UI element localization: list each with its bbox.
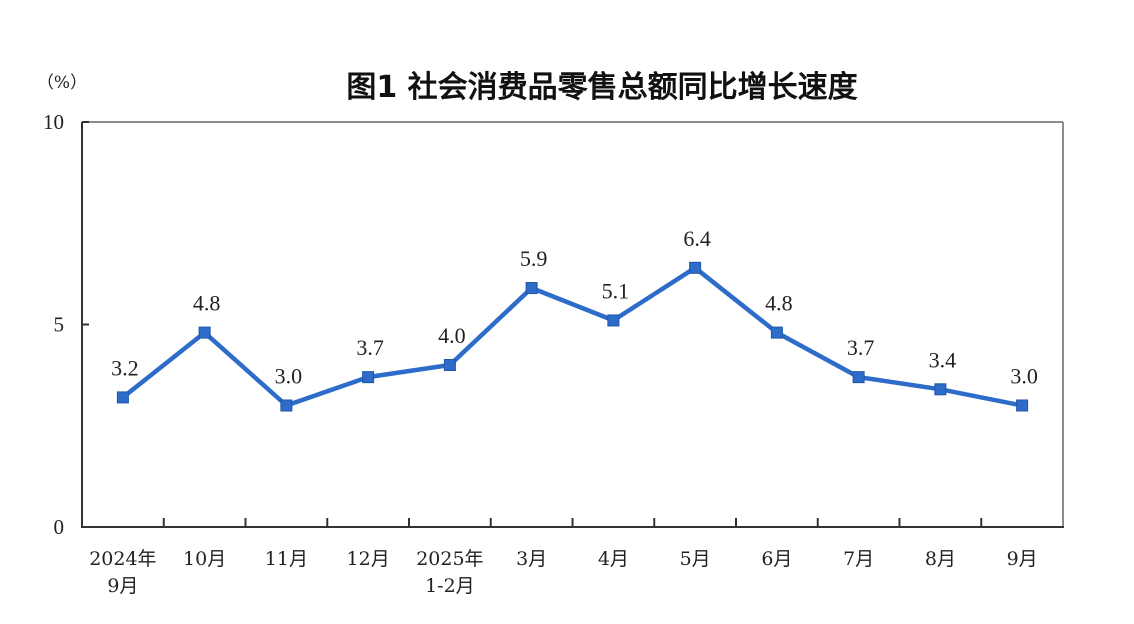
- x-tick-label: 8月: [925, 548, 956, 570]
- data-label: 6.4: [683, 226, 711, 251]
- data-labels: 3.2 4.8 3.0 3.7 4.0 5.9 5.1 6.4 4.8 3.7 3.4 3.0: [111, 226, 1038, 389]
- data-point-marker: [607, 314, 620, 327]
- data-point-marker: [280, 399, 293, 412]
- x-tick-label: 1-2月: [425, 575, 475, 597]
- y-axis-unit-label: （%）: [37, 73, 87, 93]
- x-axis: 2024年 9月 10月 11月 12月 2025年 1-2月 3月 4月 5月 6月 7月 8月 9月: [89, 518, 1038, 597]
- x-tick-label: 2025年: [416, 548, 483, 570]
- data-label: 3.7: [847, 335, 875, 360]
- x-tick-label: 3月: [516, 548, 547, 570]
- y-tick-label: 0: [54, 515, 65, 539]
- x-tick-label: 5月: [680, 548, 711, 570]
- x-tick-label: 7月: [843, 548, 874, 570]
- data-label: 3.7: [356, 335, 384, 360]
- y-tick-label: 5: [54, 313, 65, 337]
- data-label: 3.0: [1010, 364, 1038, 389]
- x-tick-label: 11月: [265, 548, 308, 570]
- data-point-marker: [116, 391, 129, 404]
- series-line-group: [120, 265, 1025, 408]
- data-label: 4.0: [438, 323, 466, 348]
- data-point-marker: [1016, 399, 1029, 412]
- series-markers: [116, 261, 1029, 412]
- data-label: 5.9: [520, 246, 548, 271]
- y-axis: 0 5 10: [43, 110, 89, 539]
- data-label: 3.2: [111, 355, 139, 380]
- chart-title: 图1 社会消费品零售总额同比增长速度: [346, 70, 857, 105]
- data-point-marker: [934, 383, 947, 396]
- data-point-marker: [443, 359, 456, 371]
- series-line: [120, 265, 1025, 408]
- data-label: 4.8: [193, 291, 221, 316]
- plot-frame: [81, 121, 1064, 528]
- data-point-marker: [198, 326, 211, 339]
- data-point-marker: [689, 261, 702, 274]
- data-point-marker: [770, 326, 783, 339]
- x-tick-label: 10月: [183, 548, 226, 570]
- y-tick-label: 10: [43, 110, 64, 134]
- x-tick-label: 9月: [107, 575, 138, 597]
- x-tick-label: 2024年: [89, 548, 156, 570]
- data-point-marker: [852, 371, 865, 384]
- x-tick-label: 12月: [347, 548, 390, 570]
- data-label: 5.1: [602, 278, 630, 303]
- x-tick-label: 9月: [1007, 548, 1038, 570]
- data-label: 3.0: [275, 364, 303, 389]
- data-label: 4.8: [765, 291, 793, 316]
- data-point-marker: [362, 371, 375, 384]
- data-point-marker: [525, 282, 538, 295]
- x-tick-label: 6月: [761, 548, 792, 570]
- x-tick-label: 4月: [598, 548, 629, 570]
- data-label: 3.4: [929, 347, 957, 372]
